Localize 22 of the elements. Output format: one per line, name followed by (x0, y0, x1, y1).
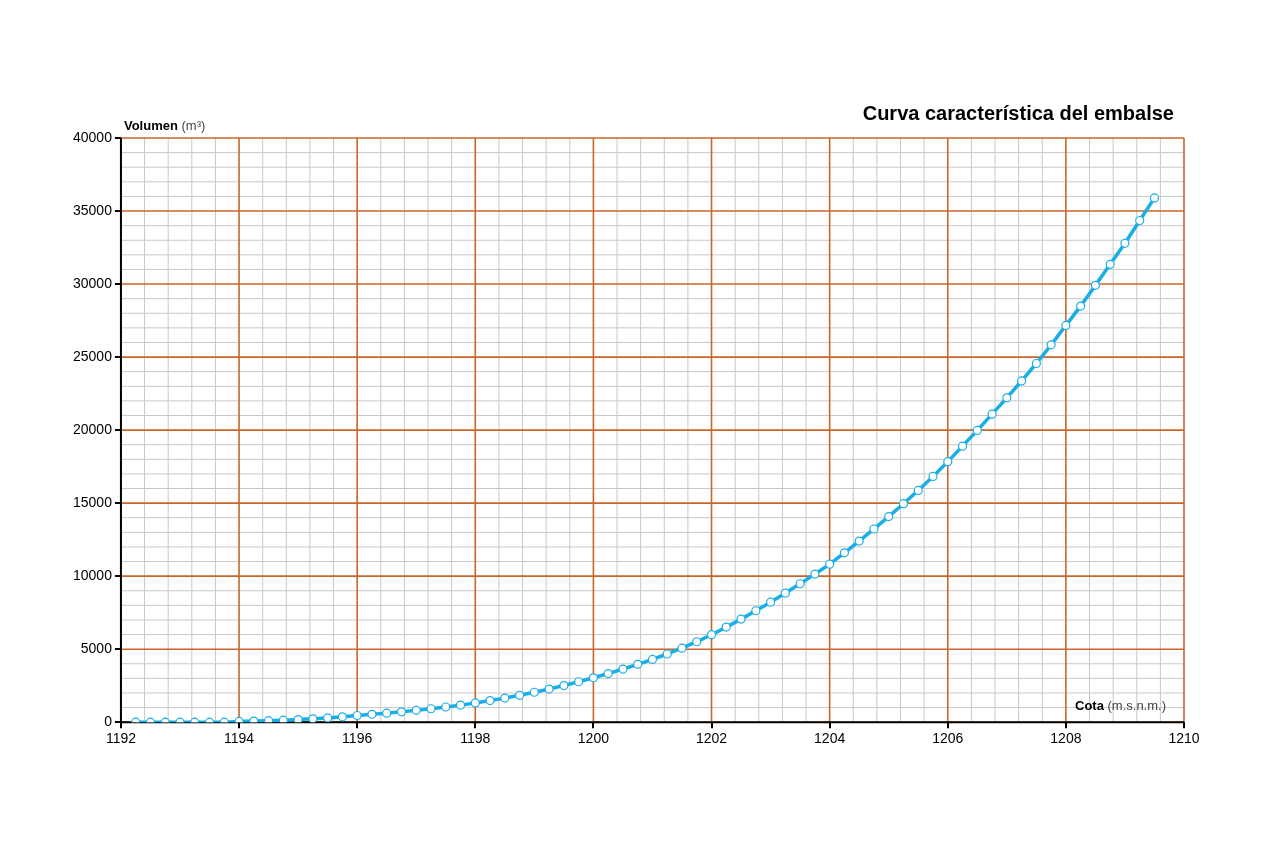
y-tick-label: 20000 (72, 420, 113, 437)
x-tick-label: 1192 (105, 730, 137, 747)
y-tick-label: 10000 (72, 567, 113, 584)
x-tick-label: 1208 (1050, 730, 1082, 747)
x-tick-label: 1202 (695, 730, 728, 747)
y-tick-label: 0 (104, 713, 113, 730)
y-tick-label: 15000 (72, 493, 113, 510)
x-tick-label: 1200 (577, 730, 610, 747)
y-tick-label: 25000 (72, 347, 113, 364)
x-tick-label: 1196 (342, 730, 373, 747)
x-tick-label: 1210 (1168, 730, 1200, 747)
x-tick-label: 1194 (223, 730, 255, 747)
y-tick-label: 40000 (72, 128, 113, 145)
y-tick-label: 35000 (72, 201, 113, 218)
x-tick-label: 1198 (460, 730, 491, 747)
x-axis-title: Cota (m.s.n.m.) (1075, 698, 1166, 714)
x-tick-label: 1206 (932, 730, 964, 747)
y-axis-title: Volumen (m³) (123, 118, 206, 133)
chart-title: Curva característica del embalse (862, 102, 1174, 124)
y-tick-label: 30000 (72, 274, 113, 291)
x-tick-label: 1204 (814, 730, 846, 747)
y-tick-label: 5000 (80, 640, 113, 657)
